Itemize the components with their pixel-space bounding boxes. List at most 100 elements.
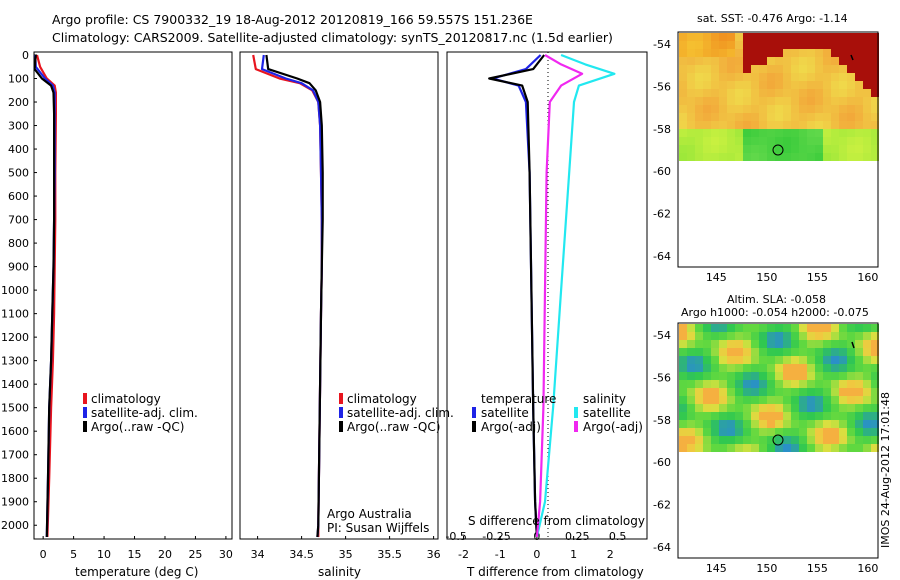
sst-cell [815,33,823,41]
sla-cell [847,324,855,332]
sst-cell [743,97,751,105]
salinity-tick-label: 35 [339,548,353,561]
sst-cell [695,41,703,49]
sla-cell [871,420,879,428]
sla-cell [799,324,807,332]
sst-cell [775,121,783,129]
sst-cell [807,145,815,153]
sst-cell [711,97,719,105]
sla-cell [735,332,743,340]
difference-series [488,53,616,538]
sst-cell [711,73,719,81]
sla-cell [719,404,727,412]
legend-label-satellite: satellite-adj. clim. [91,406,198,420]
sst-cell [823,105,831,113]
legend-label-climatology: climatology [347,392,417,406]
sst-cell [727,65,735,73]
sla-cell [695,420,703,428]
sst-cell [831,105,839,113]
t-difference-tick-label: 0 [533,548,540,561]
sla-cell [775,396,783,404]
depth-tick-label: 200 [8,96,29,109]
sla-cell [847,364,855,372]
sla-cell [831,332,839,340]
sst-cell [775,153,783,161]
sst-cell [791,129,799,137]
sst-cell [807,89,815,97]
sla-cell [815,420,823,428]
sst-cell [783,121,791,129]
sst-cell [799,89,807,97]
sst-cell [855,97,863,105]
sst-cell [807,65,815,73]
sst-cell [695,145,703,153]
sla-cell [735,340,743,348]
sst-cell [759,73,767,81]
sla-cell [727,356,735,364]
sla-cell [823,364,831,372]
sst-cell [783,49,791,57]
sla-cell [847,340,855,348]
sla-cell [743,324,751,332]
sst-cell [831,41,839,49]
sst-cell [783,129,791,137]
sla-cell [775,412,783,420]
sla-cell [767,372,775,380]
sla-cell [687,332,695,340]
sst-cell [679,33,687,41]
sla-cell [711,436,719,444]
sla-cell [815,412,823,420]
sst-cell [727,153,735,161]
sst-cell [823,113,831,121]
sst-cell [847,89,855,97]
sst-cell [759,49,767,57]
sla-cell [783,348,791,356]
sst-cell [823,33,831,41]
sla-cell [839,356,847,364]
sla-cell [687,428,695,436]
sla-cell [823,388,831,396]
sla-cell [703,380,711,388]
sla-cell [863,412,871,420]
sst-cell [695,33,703,41]
sla-cell [735,372,743,380]
sst-cell [767,57,775,65]
sst-cell [783,153,791,161]
sst-cell [871,145,879,153]
sst-cell [703,65,711,73]
sla-cell [807,364,815,372]
sst-cell [871,33,879,41]
note-pi: PI: Susan Wijffels [327,521,429,535]
sst-cell [783,97,791,105]
sst-cell [863,73,871,81]
sla-cell [703,364,711,372]
sla-cell [743,372,751,380]
sst-cell [743,41,751,49]
sla-cell [839,396,847,404]
sla-cell [823,332,831,340]
sla-cell [775,380,783,388]
sla-cell [783,404,791,412]
sla-cell [871,380,879,388]
sla-cell [783,428,791,436]
sst-cell [863,153,871,161]
sla-cell [871,444,879,452]
sst-cell [687,65,695,73]
legend-swatch-argo [339,421,343,432]
sst-cell [799,121,807,129]
sla-cell [687,404,695,412]
sst-cell [823,49,831,57]
sst-cell [855,153,863,161]
sst-cell [703,97,711,105]
sst-cell [751,129,759,137]
sla-cell [767,332,775,340]
sla-cell [783,332,791,340]
sst-cell [751,145,759,153]
sla-cell [871,412,879,420]
sst-cell [743,57,751,65]
sst-cell [719,153,727,161]
sst-cell [871,121,879,129]
sst-cell [839,145,847,153]
sst-cell [743,81,751,89]
sst-cell [751,33,759,41]
